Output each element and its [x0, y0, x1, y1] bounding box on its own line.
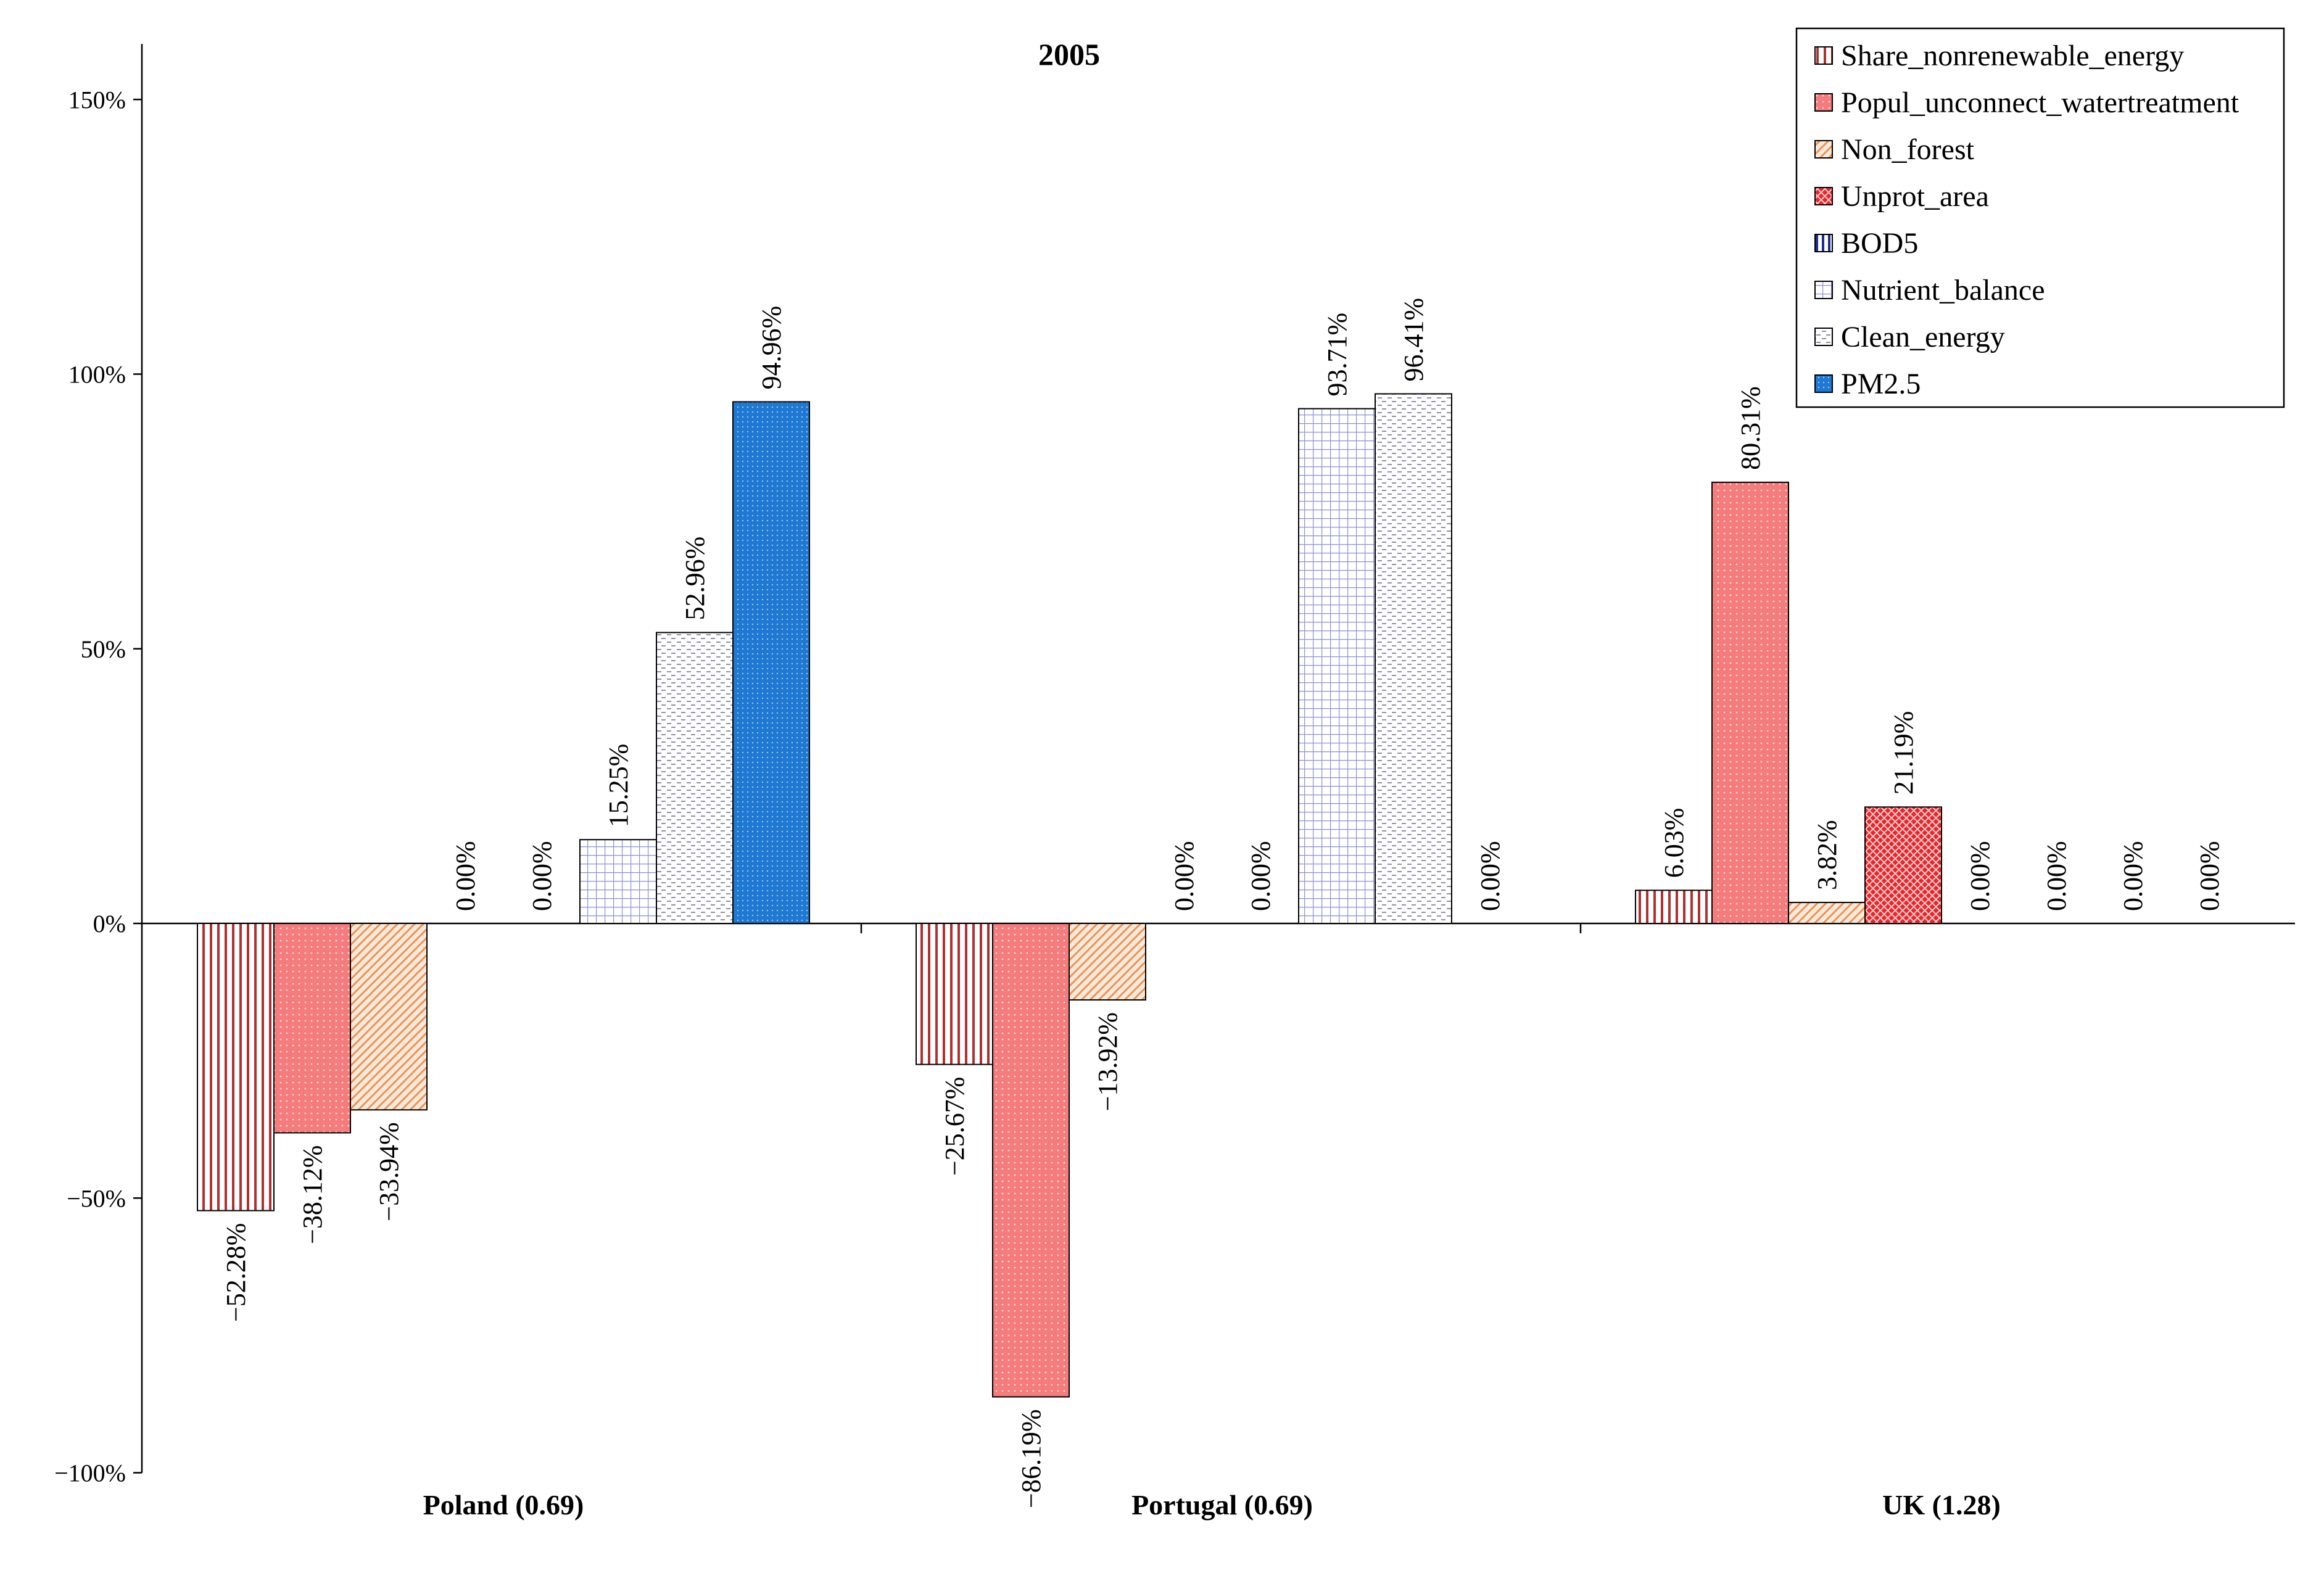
bar [656, 632, 734, 925]
data-label: 21.19% [1888, 711, 1919, 795]
data-label: −33.94% [374, 1122, 404, 1221]
data-label: −52.28% [221, 1223, 251, 1322]
bar [992, 923, 1070, 1398]
data-label: 96.41% [1399, 298, 1429, 382]
legend-label: PM2.5 [1841, 368, 1921, 400]
data-label: 6.03% [1659, 808, 1689, 878]
data-label: 0.00% [1965, 841, 1995, 911]
bar [273, 923, 351, 1134]
bar [1864, 806, 1942, 925]
data-label: 0.00% [2194, 841, 2225, 911]
data-label: 3.82% [1812, 820, 1842, 890]
legend-label: Share_nonrenewable_energy [1841, 39, 2184, 72]
data-label: −38.12% [297, 1145, 328, 1244]
bar [1375, 393, 1452, 924]
data-label: 15.25% [603, 744, 634, 828]
data-label: 0.00% [450, 841, 481, 911]
bar [579, 839, 657, 924]
x-category-label: Poland (0.69) [423, 1489, 584, 1521]
legend-swatch [1814, 93, 1833, 112]
data-label: 0.00% [1169, 841, 1199, 911]
bar [1069, 923, 1146, 1001]
legend-swatch [1814, 46, 1833, 65]
data-label: 0.00% [1246, 841, 1276, 911]
x-category-label: UK (1.28) [1882, 1489, 2001, 1521]
data-label: 94.96% [756, 306, 787, 390]
data-labels-group: −52.28% −25.67% 6.03% −38.12% −86.19% 80.31% −… [221, 298, 2225, 1508]
data-label: −13.92% [1093, 1012, 1123, 1111]
legend-swatch [1814, 234, 1833, 252]
legend-swatch [1814, 140, 1833, 159]
y-axis: −100% −50% 0% 50% 100% 150% [54, 44, 143, 1487]
legend-swatch [1814, 328, 1833, 346]
legend-box [1795, 27, 2285, 408]
legend-label: Nutrient_balance [1841, 274, 2045, 307]
y-tick-label: −100% [54, 1459, 126, 1487]
legend-label: BOD5 [1841, 227, 1918, 260]
legend: Share_nonrenewable_energy Popul_unconnect… [1795, 27, 2285, 408]
legend-label: Non_forest [1841, 133, 1975, 166]
bar [1635, 890, 1713, 925]
data-label: 80.31% [1735, 386, 1766, 470]
data-label: −25.67% [940, 1077, 970, 1176]
data-label: 0.00% [2041, 841, 2072, 911]
bar [1298, 408, 1376, 924]
bar [732, 401, 810, 924]
legend-swatch [1814, 374, 1833, 393]
legend-label: Clean_energy [1841, 321, 2005, 353]
data-label: 0.00% [2118, 841, 2148, 911]
bar [197, 923, 275, 1212]
y-tick-label: 150% [68, 86, 126, 114]
bar-series-group [197, 393, 1942, 1398]
bar [916, 923, 993, 1065]
bar [350, 923, 428, 1111]
y-tick-label: 0% [93, 910, 126, 938]
y-tick-label: 100% [68, 361, 126, 389]
data-label: 52.96% [680, 537, 710, 621]
x-category-label: Portugal (0.69) [1131, 1489, 1313, 1521]
chart-title: 2005 [1038, 37, 1100, 72]
bar [1711, 481, 1789, 924]
data-label: 0.00% [1475, 841, 1505, 911]
data-label: 0.00% [527, 841, 557, 911]
legend-label: Unprot_area [1841, 180, 1989, 213]
bar [1788, 901, 1866, 925]
data-label: 93.71% [1322, 313, 1352, 397]
y-tick-label: −50% [67, 1184, 126, 1212]
legend-label: Popul_unconnect_watertreatment [1841, 86, 2239, 119]
data-label: −86.19% [1016, 1410, 1046, 1508]
y-tick-label: 50% [81, 635, 126, 663]
legend-swatch [1814, 281, 1833, 299]
x-axis: Poland (0.69) Portugal (0.69) UK (1.28) [142, 922, 2295, 1521]
legend-swatch [1814, 187, 1833, 205]
